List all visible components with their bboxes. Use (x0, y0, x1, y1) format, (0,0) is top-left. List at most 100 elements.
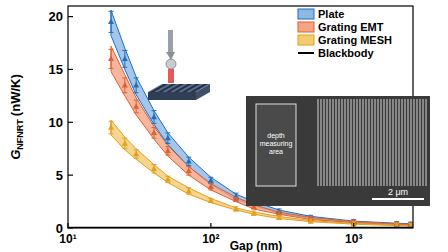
grating-ridge (190, 84, 208, 92)
sem-grating-line (413, 99, 414, 186)
legend-label: Grating MESH (318, 34, 392, 46)
data-point (233, 206, 239, 211)
scale-bar-label: 2 μm (388, 187, 408, 197)
y-tick (68, 16, 73, 17)
y-axis-label-sub: NFNRT (15, 119, 25, 150)
data-point (151, 114, 157, 119)
y-tick-label: 5 (56, 168, 63, 183)
y-axis-label-main: G (8, 150, 23, 160)
sphere (166, 59, 176, 69)
legend-label: Blackbody (318, 47, 375, 59)
sem-grating-line (335, 99, 336, 186)
data-point (308, 218, 314, 223)
data-point (208, 177, 214, 182)
y-tick-label: 15 (49, 62, 63, 77)
data-point (186, 158, 192, 163)
sem-grating-line (323, 99, 324, 186)
sem-label: area (269, 148, 283, 155)
sem-grating-line (365, 99, 366, 186)
error-bar (109, 49, 114, 68)
sem-grating-line (419, 99, 420, 186)
sem-grating-line (344, 99, 345, 186)
sem-grating-line (392, 99, 393, 186)
data-point (133, 103, 139, 108)
error-bar (165, 147, 170, 155)
legend-swatch (298, 35, 314, 45)
error-bar (186, 188, 191, 194)
data-point (208, 197, 214, 202)
data-point (108, 124, 114, 129)
sem-grating-line (416, 99, 417, 186)
error-bar (122, 138, 127, 149)
cantilever (168, 30, 173, 52)
sem-grating-line (407, 99, 408, 186)
sem-grating-line (371, 99, 372, 186)
x-tick-label: 10³ (345, 232, 362, 246)
data-point (251, 210, 257, 215)
data-point (133, 82, 139, 87)
substrate-front (148, 92, 196, 100)
sem-grating-line (422, 99, 423, 186)
error-bar (186, 157, 191, 165)
error-bar (122, 78, 127, 93)
error-bar (165, 133, 170, 144)
data-point (151, 130, 157, 135)
sem-grating-line (320, 99, 321, 186)
error-bar (186, 167, 191, 175)
data-point (186, 188, 192, 193)
data-point (186, 168, 192, 173)
data-point (208, 184, 214, 189)
y-tick-label: 20 (49, 9, 63, 24)
legend-label: Plate (318, 8, 344, 20)
sem-grating-line (425, 99, 426, 186)
sem-grating-line (317, 99, 318, 186)
data-point (133, 151, 139, 156)
data-point (233, 196, 239, 201)
sem-grating-line (326, 99, 327, 186)
sem-label: depth (267, 132, 285, 140)
sem-grating-line (386, 99, 387, 186)
scale-bar (372, 198, 424, 200)
error-bar (208, 177, 213, 183)
x-axis-label: Gap (nm) (230, 239, 283, 252)
sem-grating-line (398, 99, 399, 186)
data-point (165, 148, 171, 153)
data-point (151, 166, 157, 171)
sem-grating-line (380, 99, 381, 186)
sem-grating-line (350, 99, 351, 186)
sem-grating-line (401, 99, 402, 186)
legend: PlateGrating EMTGrating MESHBlackbody (298, 8, 392, 59)
measuring-area (256, 104, 296, 186)
error-bar (208, 184, 213, 190)
sem-grating-line (374, 99, 375, 186)
sem-grating-line (377, 99, 378, 186)
afm-illustration (148, 30, 210, 100)
chart: 10¹10²10³05101520Gap (nm)GNFNRT(nW/K)Pla… (0, 0, 448, 252)
sem-grating-line (353, 99, 354, 186)
error-bar (152, 165, 157, 173)
y-tick-label: 10 (49, 115, 63, 130)
legend-swatch (298, 52, 314, 54)
legend-swatch (298, 9, 314, 19)
sem-grating-line (383, 99, 384, 186)
heat-beam (168, 69, 174, 83)
x-tick (67, 223, 68, 228)
sem-grating-line (389, 99, 390, 186)
sem-grating-line (341, 99, 342, 186)
error-bar (152, 111, 157, 124)
error-bar (134, 100, 139, 113)
sem-grating-line (404, 99, 405, 186)
sem-grating-line (347, 99, 348, 186)
sem-grating-line (329, 99, 330, 186)
sem-label: measuring (260, 140, 293, 148)
sem-image: depthmeasuringarea 2 μm (246, 96, 430, 206)
sem-grating-line (359, 99, 360, 186)
sem-grating-line (362, 99, 363, 186)
sem-grating-line (395, 99, 396, 186)
sem-grating-line (338, 99, 339, 186)
error-bar (122, 50, 127, 67)
y-tick (68, 122, 73, 123)
legend-swatch (298, 22, 314, 32)
sem-background (246, 96, 430, 206)
error-bar (134, 78, 139, 93)
